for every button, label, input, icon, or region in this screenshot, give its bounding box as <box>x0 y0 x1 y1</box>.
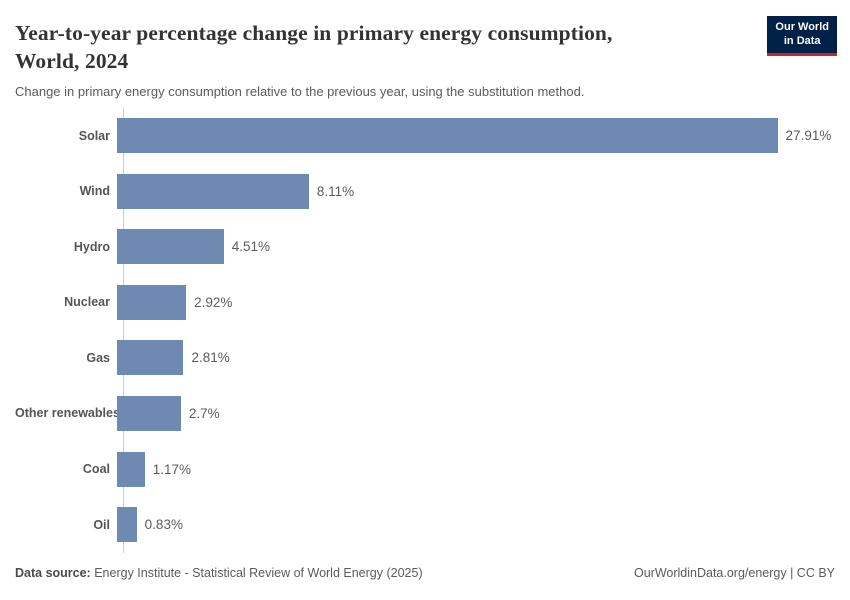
category-label: Solar <box>78 128 110 143</box>
category-label: Nuclear <box>64 295 110 310</box>
data-source: Data source: Energy Institute - Statisti… <box>15 566 423 580</box>
bar[interactable] <box>117 395 181 431</box>
data-source-label: Data source: <box>15 566 91 580</box>
owid-logo-line2: in Data <box>783 34 821 47</box>
category-label: Oil <box>93 517 110 532</box>
y-axis-line <box>123 108 124 553</box>
bar-row: Nuclear 2.92% <box>15 284 835 320</box>
chart-title: Year-to-year percentage change in primar… <box>15 21 613 73</box>
bar-area: 0.83% <box>117 507 835 543</box>
value-label: 2.81% <box>191 350 230 366</box>
owid-logo-line1: Our World <box>775 21 829 33</box>
value-label: 2.7% <box>188 405 220 421</box>
category-label: Gas <box>86 350 110 365</box>
chart-subtitle: Change in primary energy consumption rel… <box>15 84 585 100</box>
owid-logo[interactable]: Our World in Data <box>767 16 837 56</box>
bar-row: Gas 2.81% <box>15 340 835 376</box>
category-label: Wind <box>79 184 110 199</box>
bar-area: 8.11% <box>117 173 835 209</box>
bar[interactable] <box>117 451 145 487</box>
value-label: 1.17% <box>152 461 191 477</box>
bar-row: Oil 0.83% <box>15 507 835 543</box>
bar[interactable] <box>117 340 184 376</box>
bar[interactable] <box>117 173 309 209</box>
chart-footer: Data source: Energy Institute - Statisti… <box>15 566 835 580</box>
bar-area: 2.7% <box>117 395 835 431</box>
value-label: 4.51% <box>231 239 271 255</box>
bar[interactable] <box>117 118 778 153</box>
license-link[interactable]: OurWorldinData.org/energy | CC BY <box>633 566 835 580</box>
bar-area: 2.92% <box>117 284 835 320</box>
bar-area: 2.81% <box>117 340 835 376</box>
value-label: 2.92% <box>194 294 233 310</box>
value-label: 0.83% <box>144 517 183 533</box>
bar-area: 27.91% <box>117 118 835 153</box>
value-label: 8.11% <box>316 183 355 199</box>
bar-row: Coal 1.17% <box>15 451 835 487</box>
plot-rows: Solar 27.91% Wind 8.11% Hydro 4.51% Nuclear 2.9… <box>15 118 835 543</box>
category-label: Coal <box>82 462 110 477</box>
category-label: Other renewables <box>15 406 120 421</box>
bar-area: 4.51% <box>117 229 835 265</box>
bar[interactable] <box>117 229 224 265</box>
bar-row: Other renewables 2.7% <box>15 395 835 431</box>
bar-chart: Solar 27.91% Wind 8.11% Hydro 4.51% Nuclear 2.9… <box>15 108 835 553</box>
bar-row: Solar 27.91% <box>15 118 835 153</box>
value-label: 27.91% <box>785 128 832 143</box>
data-source-text: Energy Institute - Statistical Review of… <box>94 566 423 580</box>
chart-header: Year-to-year percentage change in primar… <box>15 16 837 101</box>
bar-area: 1.17% <box>117 451 835 487</box>
bar[interactable] <box>117 284 187 320</box>
bar-row: Wind 8.11% <box>15 173 835 209</box>
category-label: Hydro <box>73 239 110 254</box>
bar[interactable] <box>117 507 137 543</box>
bar-row: Hydro 4.51% <box>15 229 835 265</box>
